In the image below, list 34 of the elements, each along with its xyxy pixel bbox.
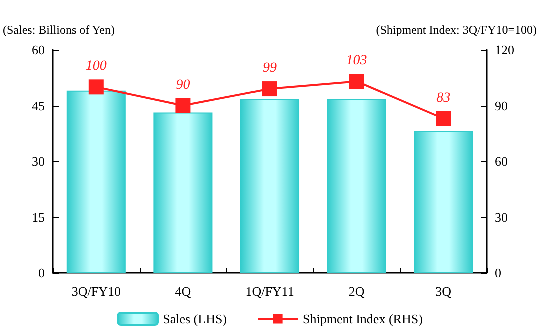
y2-tick-label: 60 [495,154,508,169]
x-tick-label: 3Q [436,284,452,299]
y2-axis-title: (Shipment Index: 3Q/FY10=100) [376,23,537,37]
point [262,82,278,97]
data-label: 83 [436,90,451,106]
y2-tick-label: 120 [495,42,514,58]
y-tick-label: 60 [32,42,45,58]
bar [327,99,386,273]
y-tick-label: 15 [32,210,45,225]
point [176,98,191,114]
data-label: 103 [346,54,368,69]
bar [240,99,300,273]
y-tick-label: 0 [38,266,45,280]
legend-label: Sales (LHS) [163,312,228,326]
point [349,74,364,90]
y-tick-label: 45 [32,98,45,114]
data-label: 100 [86,59,107,74]
bar [154,112,213,273]
x-tick-label: 2Q [348,284,366,299]
bar [66,90,126,273]
data-label: 90 [176,78,190,93]
y2-tick-label: 30 [495,210,508,225]
x-tick-label: 4Q [175,284,192,299]
data-label: 99 [263,61,277,76]
y2-tick-label: 90 [495,98,508,114]
y2-tick-label: 0 [495,266,502,280]
bar [414,131,474,273]
point [88,80,104,95]
x-tick-label: 1Q/FY11 [246,284,294,299]
point [436,111,452,126]
x-tick-label: 3Q/FY10 [72,284,121,299]
y-tick-label: 30 [32,154,45,169]
legend-label: Shipment Index (RHS) [303,312,423,326]
y-axis-title: (Sales: Billions of Yen) [3,23,116,37]
